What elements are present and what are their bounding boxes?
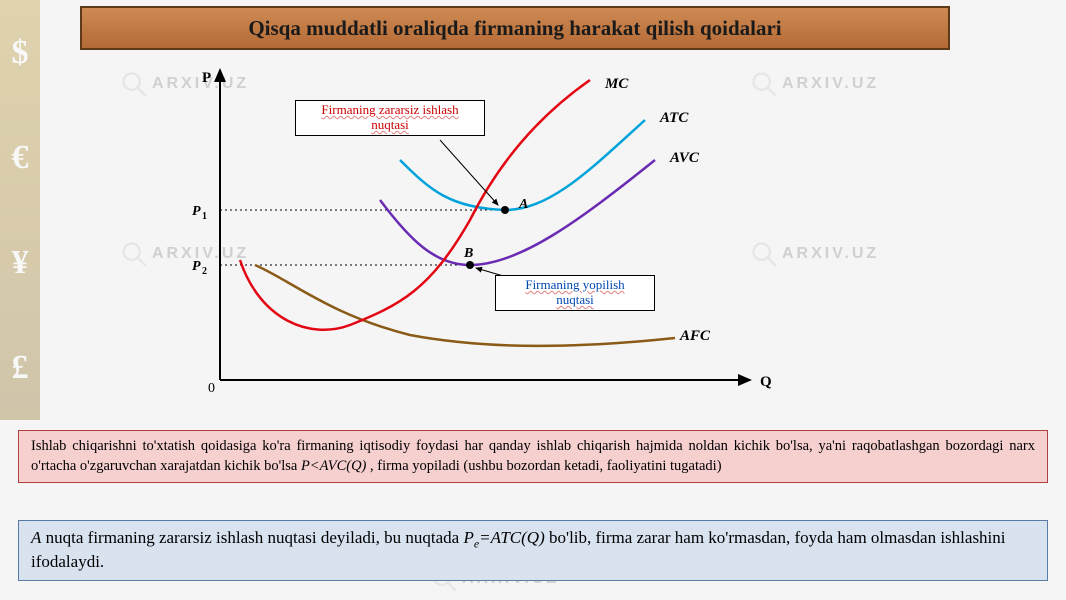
page-title: Qisqa muddatli oraliqda firmaning haraka…	[248, 16, 781, 41]
label-mc: MC	[604, 76, 629, 92]
label-atc: ATC	[659, 110, 689, 126]
svg-text:P: P	[192, 259, 201, 274]
curve-avc	[380, 160, 655, 265]
svg-text:P: P	[192, 204, 201, 219]
callout-zararsiz: Firmaning zararsiz ishlash nuqtasi	[295, 100, 485, 136]
title-banner: Qisqa muddatli oraliqda firmaning haraka…	[80, 6, 950, 50]
svg-text:A: A	[518, 197, 528, 212]
label-avc: AVC	[669, 150, 700, 166]
paragraph-breakeven-point: A nuqta firmaning zararsiz ishlash nuqta…	[18, 520, 1048, 581]
label-afc: AFC	[679, 328, 711, 344]
point-a: A	[501, 197, 528, 214]
svg-text:B: B	[463, 246, 473, 261]
callout-arrow-zararsiz	[440, 140, 498, 205]
svg-text:1: 1	[202, 211, 207, 222]
x-axis-label: Q	[760, 374, 772, 390]
cost-curves-chart: 0 Q P P 1 P 2 MC ATC AVC AFC A	[150, 60, 850, 420]
svg-text:2: 2	[202, 266, 207, 277]
price-line-p2: P 2	[192, 259, 470, 277]
currency-strip: $ € ¥ £	[0, 0, 40, 420]
y-axis-label: P	[202, 70, 211, 86]
callout-yopilish: Firmaning yopilish nuqtasi	[495, 275, 655, 311]
paragraph-shutdown-rule: Ishlab chiqarishni to'xtatish qoidasiga …	[18, 430, 1048, 483]
origin-label: 0	[208, 381, 215, 396]
price-line-p1: P 1	[192, 204, 505, 222]
